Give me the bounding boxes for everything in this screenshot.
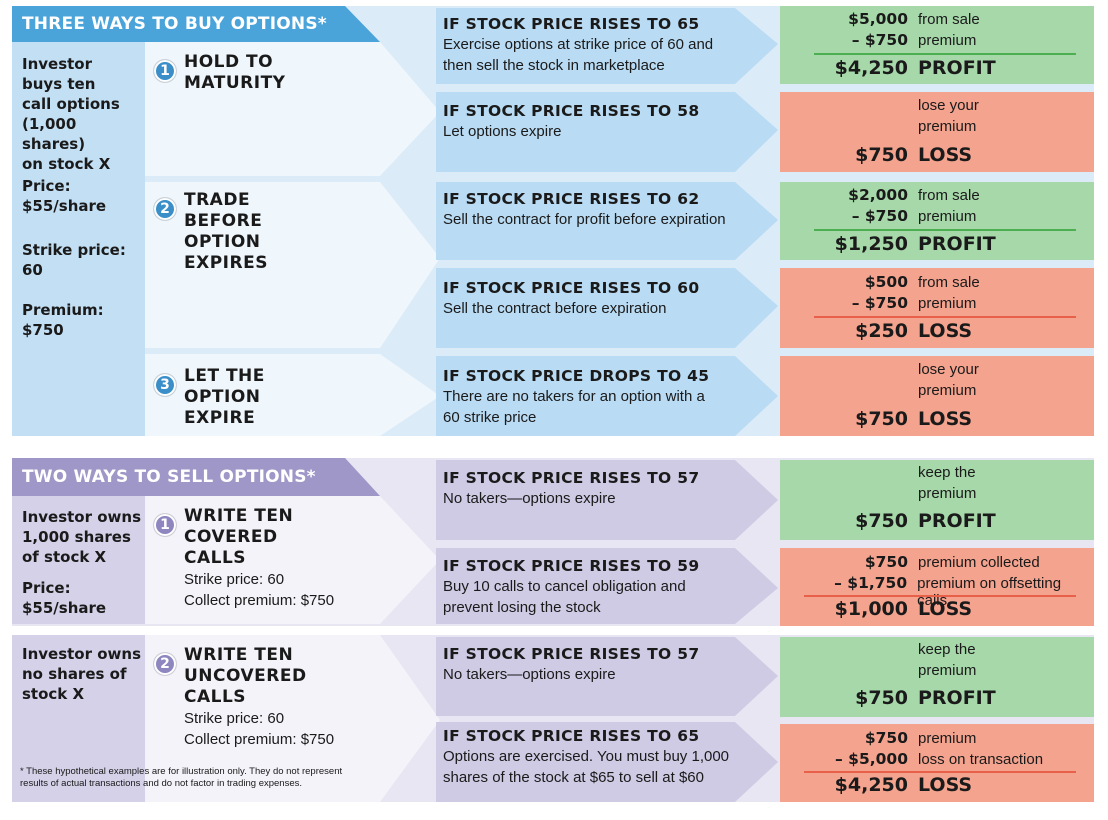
footnote: * These hypothetical examples are for il…	[20, 766, 343, 789]
sum-rule	[814, 53, 1076, 55]
buy-header-tab	[12, 6, 380, 42]
buy-scenario-1: IF STOCK PRICE RISES TO 65 Exercise opti…	[443, 15, 714, 74]
number-badge-2: 2	[154, 198, 176, 220]
strategy-title: HOLD TO MATURITY	[184, 52, 286, 93]
number-badge-1: 1	[154, 514, 176, 536]
buy-scenario-arrow-1	[436, 8, 778, 84]
buy-strategy-1: 1 HOLD TO MATURITY	[154, 52, 285, 94]
buy-result-1: $5,000 from sale – $750 premium $4,250 PROF…	[780, 6, 1094, 84]
buy-scenario-arrow-3	[436, 182, 778, 260]
strategy-title: WRITE TEN UNCOVERED CALLS Strike price: …	[184, 645, 335, 748]
sell-strategy-2: 2 WRITE TEN UNCOVERED CALLS Strike price…	[154, 645, 334, 750]
sell-divider	[12, 626, 1094, 635]
buy-result-3: $2,000 from sale – $750 premium $1,250 PROF…	[780, 182, 1094, 260]
sell-result-4: $750 premium – $5,000 loss on transaction …	[780, 724, 1094, 802]
sell-scenario-arrow-3	[436, 637, 778, 716]
sell-scenario-arrow-2	[436, 548, 778, 624]
sell-header: TWO WAYS TO SELL OPTIONS*	[22, 467, 316, 487]
buy-strategy-3: 3 LET THE OPTION EXPIRE	[154, 366, 265, 429]
sell-strategy-arrow-2	[145, 635, 440, 802]
buy-scenario-arrow-4	[436, 268, 778, 348]
buy-result-4: $500 from sale – $750 premium $250 LOSS	[780, 268, 1094, 348]
buy-strategy-arrow-3	[145, 354, 440, 436]
number-badge-1: 1	[154, 60, 176, 82]
buy-left-description: Investor buys ten call options (1,000 sh…	[22, 55, 120, 173]
buy-strategy-arrow-1	[145, 42, 440, 176]
sum-rule	[804, 771, 1076, 773]
sell-strategy-1: 1 WRITE TEN COVERED CALLS Strike price: …	[154, 506, 334, 611]
sum-rule	[804, 595, 1076, 597]
sell-price: Price: $55/share	[22, 579, 107, 617]
sell-scenario-4: IF STOCK PRICE RISES TO 65 Options are e…	[443, 727, 730, 786]
sell-result-2: $750 premium collected – $1,750 premium on…	[780, 548, 1094, 626]
sell-scenario-arrow-1	[436, 460, 778, 540]
buy-scenario-3: IF STOCK PRICE RISES TO 62 Sell the cont…	[443, 190, 726, 228]
buy-premium: Premium: $750	[22, 301, 104, 339]
buy-left-column-arrow	[12, 6, 145, 436]
sell-scenario-3: IF STOCK PRICE RISES TO 57 No takers—opt…	[443, 645, 700, 683]
strategy-title: TRADE BEFORE OPTION EXPIRES	[184, 190, 268, 273]
sell-scenario-arrow-4	[436, 722, 778, 802]
buy-header: THREE WAYS TO BUY OPTIONS*	[22, 14, 327, 34]
sell-result-3: keep the premium $750 PROFIT	[780, 637, 1094, 717]
sell-left-column-1	[12, 496, 145, 624]
buy-scenario-arrow-2	[436, 92, 778, 172]
sell-scenario-2: IF STOCK PRICE RISES TO 59 Buy 10 calls …	[443, 557, 700, 616]
buy-scenario-2: IF STOCK PRICE RISES TO 58 Let options e…	[443, 102, 700, 140]
number-badge-2: 2	[154, 653, 176, 675]
buy-strike: Strike price: 60	[22, 241, 126, 279]
buy-result-2: lose your premium $750 LOSS	[780, 92, 1094, 172]
sum-rule	[814, 316, 1076, 318]
strategy-title: WRITE TEN COVERED CALLS Strike price: 60…	[184, 506, 335, 609]
buy-scenario-arrow-5	[436, 356, 778, 436]
buy-strategy-arrow-2	[145, 182, 440, 348]
strategy-title: LET THE OPTION EXPIRE	[184, 366, 265, 428]
buy-strategy-2: 2 TRADE BEFORE OPTION EXPIRES	[154, 190, 268, 274]
sell-header-tab	[12, 458, 380, 496]
number-badge-3: 3	[154, 374, 176, 396]
buy-price: Price: $55/share	[22, 177, 107, 215]
buy-scenario-5: IF STOCK PRICE DROPS TO 45 There are no …	[443, 367, 710, 426]
sum-rule	[814, 229, 1076, 231]
sell-left-column-2	[12, 635, 145, 802]
buy-result-5: lose your premium $750 LOSS	[780, 356, 1094, 436]
sell-result-1: keep the premium $750 PROFIT	[780, 460, 1094, 540]
sell-scenario-1: IF STOCK PRICE RISES TO 57 No takers—opt…	[443, 469, 700, 507]
sell-left-description-2: Investor owns no shares of stock X	[22, 645, 142, 703]
sell-left-description-1: Investor owns 1,000 shares of stock X	[22, 508, 142, 566]
sell-strategy-arrow-1	[145, 496, 440, 624]
buy-scenario-4: IF STOCK PRICE RISES TO 60 Sell the cont…	[443, 279, 700, 317]
